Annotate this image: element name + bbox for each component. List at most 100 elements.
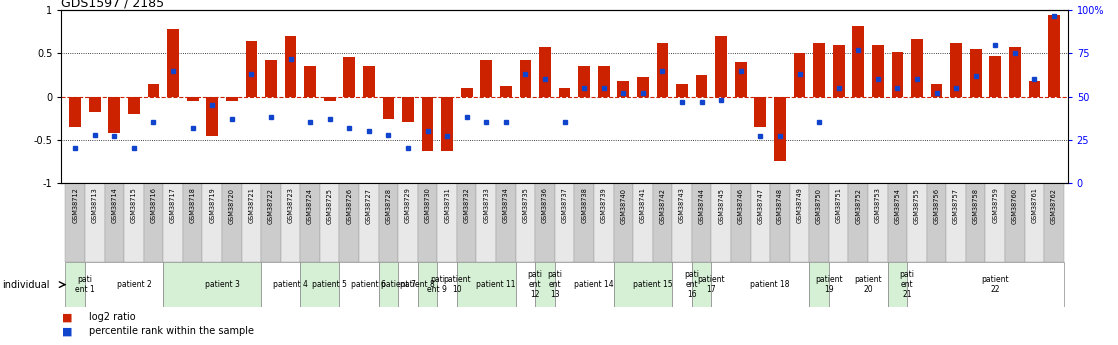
Bar [457,183,476,262]
Bar [828,183,849,262]
Text: GSM38725: GSM38725 [326,188,333,224]
Bar [794,53,805,97]
Bar [594,183,614,262]
Bar [402,97,414,122]
Text: GSM38721: GSM38721 [248,188,255,224]
Text: GSM38718: GSM38718 [190,188,196,224]
Bar [421,97,434,151]
Text: patient 4: patient 4 [273,280,307,289]
Text: GSM38728: GSM38728 [386,188,391,224]
Text: pati
ent
21: pati ent 21 [900,270,915,299]
Text: GSM38735: GSM38735 [522,188,529,224]
Bar [692,262,711,307]
Text: GSM38758: GSM38758 [973,188,978,224]
Text: GSM38744: GSM38744 [699,188,704,224]
Bar [1048,15,1060,97]
Bar [716,36,727,97]
Text: pati
ent 1: pati ent 1 [75,275,95,294]
Bar [907,262,1063,307]
Bar [183,183,202,262]
Bar [888,262,907,307]
Bar [226,97,238,101]
Bar [656,43,669,97]
Bar [418,262,437,307]
Bar [398,262,418,307]
Text: GSM38756: GSM38756 [934,188,939,224]
Bar [555,262,614,307]
Bar [1008,47,1021,97]
Bar [849,183,868,262]
Bar [813,43,825,97]
Bar [1005,183,1024,262]
Bar [481,60,492,97]
Text: GSM38737: GSM38737 [561,188,568,224]
Text: log2 ratio: log2 ratio [89,313,136,322]
Text: GSM38740: GSM38740 [620,188,626,224]
Bar [985,183,1005,262]
Bar [379,183,398,262]
Bar [382,97,395,119]
Text: GSM38734: GSM38734 [503,188,509,224]
Bar [340,183,359,262]
Bar [891,52,903,97]
Bar [202,183,222,262]
Text: GSM38716: GSM38716 [151,188,157,224]
Text: GSM38719: GSM38719 [209,188,216,223]
Bar [735,62,747,97]
Bar [324,97,335,101]
Text: patient
19: patient 19 [815,275,843,294]
Text: pati
ent
12: pati ent 12 [528,270,542,299]
Bar [144,183,163,262]
Bar [379,262,398,307]
Bar [187,97,199,101]
Text: GSM38751: GSM38751 [835,188,842,224]
Text: patient 5: patient 5 [312,280,347,289]
Text: GSM38724: GSM38724 [307,188,313,224]
Bar [301,262,340,307]
Bar [555,183,575,262]
Bar [539,47,551,97]
Text: GSM38738: GSM38738 [581,188,587,224]
Bar [989,56,1001,97]
Bar [575,183,594,262]
Bar [927,183,946,262]
Text: GSM38722: GSM38722 [268,188,274,224]
Bar [750,183,770,262]
Bar [265,60,277,97]
Bar [89,97,101,112]
Text: patient 15: patient 15 [633,280,673,289]
Text: GSM38727: GSM38727 [366,188,372,224]
Bar [614,262,672,307]
Text: GSM38761: GSM38761 [1032,188,1038,224]
Text: GSM38731: GSM38731 [444,188,451,223]
Text: GSM38741: GSM38741 [639,188,646,224]
Text: GSM38712: GSM38712 [73,188,78,224]
Text: GSM38747: GSM38747 [757,188,764,224]
Bar [617,81,629,97]
Text: patient 11: patient 11 [476,280,515,289]
Text: patient
17: patient 17 [698,275,726,294]
Text: GSM38732: GSM38732 [464,188,470,224]
Text: percentile rank within the sample: percentile rank within the sample [89,326,255,336]
Bar [969,49,982,97]
Bar [676,84,688,97]
Bar [320,183,340,262]
Bar [1044,183,1063,262]
Text: pati
ent
13: pati ent 13 [548,270,562,299]
Bar [774,97,786,161]
Text: GSM38742: GSM38742 [660,188,665,224]
Bar [809,183,828,262]
Bar [770,183,789,262]
Bar [69,97,82,127]
Text: individual: individual [2,280,49,289]
Text: patient
10: patient 10 [443,275,471,294]
Bar [872,45,883,97]
Bar [304,66,316,97]
Text: GSM38723: GSM38723 [287,188,294,224]
Bar [301,183,320,262]
Bar [672,262,692,307]
Bar [168,29,179,97]
Text: pati
ent 9: pati ent 9 [427,275,447,294]
Bar [946,183,966,262]
Bar [578,66,590,97]
